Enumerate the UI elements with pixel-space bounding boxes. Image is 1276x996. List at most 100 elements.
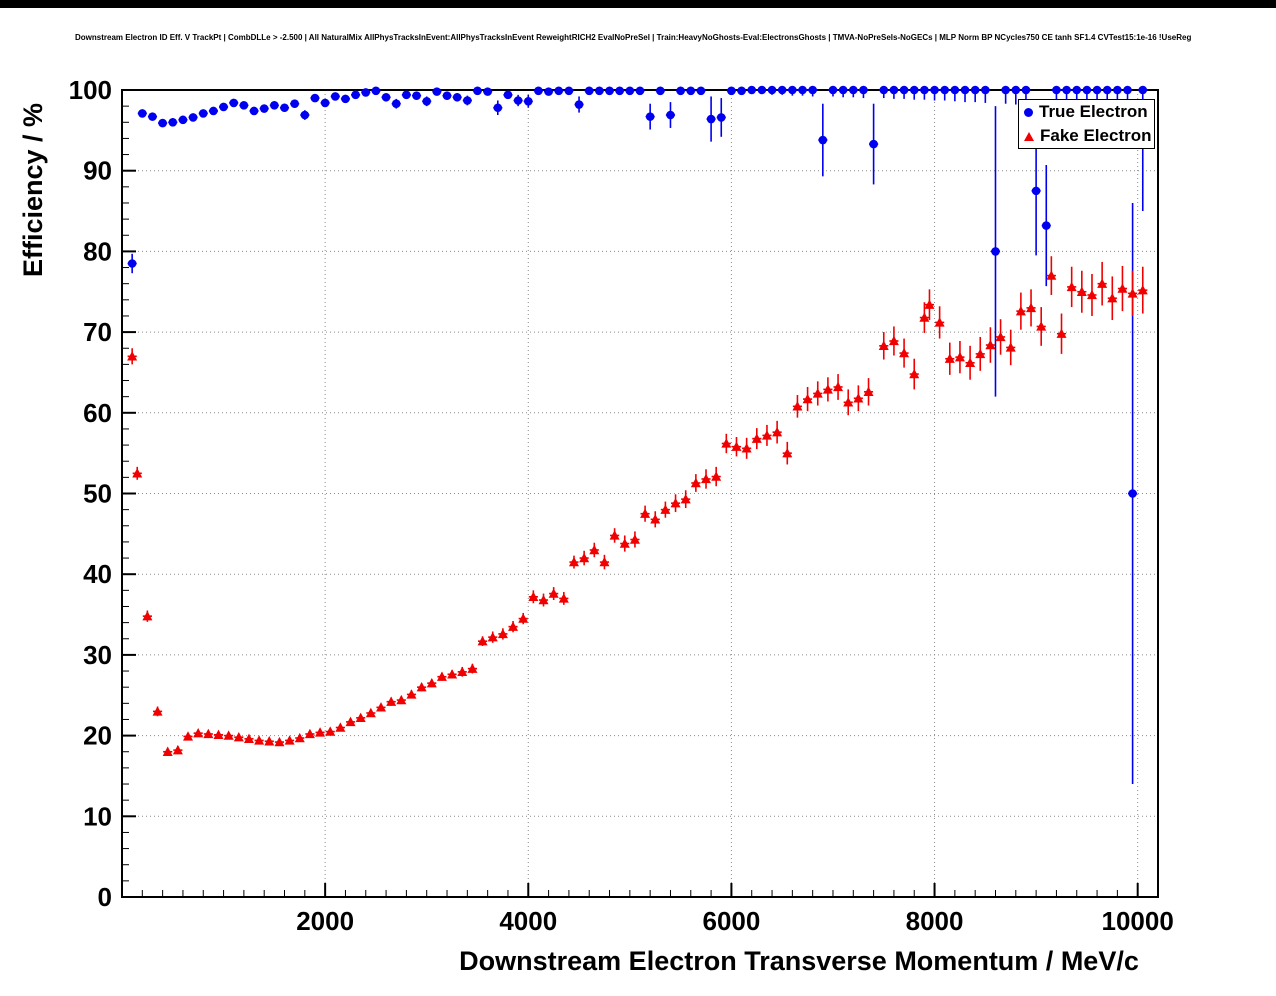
data-point-true-electron	[889, 85, 899, 95]
data-point-fake-electron	[213, 729, 224, 739]
data-point-fake-electron	[995, 331, 1006, 342]
data-point-fake-electron	[254, 735, 265, 745]
data-point-true-electron	[493, 103, 503, 113]
data-point-true-electron	[686, 86, 696, 96]
data-point-true-electron	[554, 86, 564, 96]
data-point-fake-electron	[792, 401, 803, 411]
data-point-true-electron	[848, 85, 858, 95]
data-point-fake-electron	[680, 493, 691, 504]
y-axis-title: Efficiency / %	[18, 103, 48, 277]
data-point-true-electron	[513, 96, 523, 105]
data-point-fake-electron	[609, 530, 620, 540]
data-point-fake-electron	[599, 556, 610, 567]
legend-item-true-electron: True Electron	[1019, 100, 1154, 124]
data-point-fake-electron	[508, 621, 519, 631]
data-point-fake-electron	[497, 628, 508, 639]
data-point-fake-electron	[304, 728, 315, 739]
data-point-fake-electron	[396, 694, 407, 705]
data-point-fake-electron	[172, 744, 183, 755]
data-point-true-electron	[737, 86, 746, 96]
data-point-true-electron	[991, 247, 1000, 256]
data-point-fake-electron	[843, 397, 854, 407]
data-point-true-electron	[158, 118, 167, 128]
data-point-fake-electron	[822, 384, 833, 394]
data-point-fake-electron	[721, 438, 732, 448]
data-point-fake-electron	[162, 746, 173, 756]
data-point-true-electron	[716, 113, 726, 122]
data-point-true-electron	[259, 104, 269, 113]
data-point-true-electron	[463, 96, 472, 105]
data-point-true-electron	[584, 86, 594, 96]
data-point-true-electron	[442, 91, 452, 100]
data-point-true-electron	[747, 85, 757, 95]
data-point-true-electron	[280, 103, 289, 113]
data-point-true-electron	[198, 109, 208, 118]
data-point-fake-electron	[878, 340, 889, 351]
x-tick-label: 4000	[499, 906, 557, 936]
data-point-fake-electron	[761, 430, 772, 440]
data-point-fake-electron	[538, 594, 549, 605]
data-point-true-electron	[757, 85, 767, 95]
x-axis-title: Downstream Electron Transverse Momentum …	[459, 946, 1139, 976]
data-point-fake-electron	[812, 388, 823, 398]
data-point-fake-electron	[1015, 305, 1026, 316]
y-tick-label: 10	[83, 801, 112, 831]
data-point-true-electron	[452, 92, 462, 102]
data-point-true-electron	[960, 85, 970, 95]
data-point-fake-electron	[899, 347, 910, 358]
data-point-true-electron	[402, 90, 411, 100]
data-point-fake-electron	[1036, 321, 1047, 331]
data-point-fake-electron	[629, 534, 640, 544]
data-point-true-electron	[869, 139, 878, 149]
data-point-true-electron	[777, 85, 787, 95]
data-point-true-electron	[666, 110, 675, 120]
data-point-fake-electron	[355, 712, 366, 723]
data-point-fake-electron	[924, 299, 935, 309]
data-point-true-electron	[483, 87, 492, 96]
data-point-true-electron	[767, 85, 777, 95]
data-point-true-electron	[645, 112, 655, 121]
data-point-true-electron	[950, 85, 960, 95]
data-point-fake-electron	[944, 353, 955, 363]
data-point-true-electron	[290, 99, 299, 109]
data-point-true-electron	[330, 92, 340, 101]
data-point-true-electron	[188, 113, 198, 122]
data-point-true-electron	[1072, 85, 1082, 95]
data-point-true-electron	[1092, 85, 1102, 95]
data-point-true-electron	[859, 85, 868, 95]
data-point-fake-electron	[386, 696, 397, 706]
data-point-fake-electron	[660, 504, 671, 514]
data-point-fake-electron	[233, 732, 244, 742]
y-tick-label: 20	[83, 721, 112, 751]
data-point-true-electron	[920, 85, 929, 95]
y-tick-label: 100	[69, 75, 112, 105]
data-point-true-electron	[310, 93, 320, 103]
data-point-fake-electron	[965, 357, 976, 367]
data-point-fake-electron	[345, 716, 356, 727]
data-point-true-electron	[909, 85, 919, 95]
gridlines	[122, 89, 1158, 897]
data-point-fake-electron	[558, 593, 569, 603]
data-point-fake-electron	[406, 689, 417, 699]
data-point-fake-electron	[487, 631, 498, 642]
y-tick-label: 0	[98, 882, 112, 912]
data-point-fake-electron	[650, 514, 661, 524]
legend-item-fake-electron: Fake Electron	[1019, 124, 1154, 148]
data-point-true-electron	[270, 101, 279, 110]
data-point-true-electron	[391, 99, 401, 109]
data-point-fake-electron	[518, 613, 529, 623]
data-point-true-electron	[229, 98, 239, 108]
data-point-fake-electron	[152, 706, 163, 716]
data-point-true-electron	[1062, 85, 1071, 95]
data-point-true-electron	[361, 88, 371, 97]
data-point-true-electron	[981, 85, 990, 95]
data-point-true-electron	[879, 85, 889, 95]
data-point-fake-electron	[294, 732, 305, 743]
data-point-true-electron	[320, 98, 330, 108]
data-point-true-electron	[1113, 85, 1122, 95]
data-point-fake-electron	[690, 477, 701, 488]
data-point-fake-electron	[1127, 288, 1138, 298]
data-point-fake-electron	[782, 447, 793, 458]
data-point-true-electron	[940, 85, 950, 95]
x-tick-label: 6000	[702, 906, 760, 936]
